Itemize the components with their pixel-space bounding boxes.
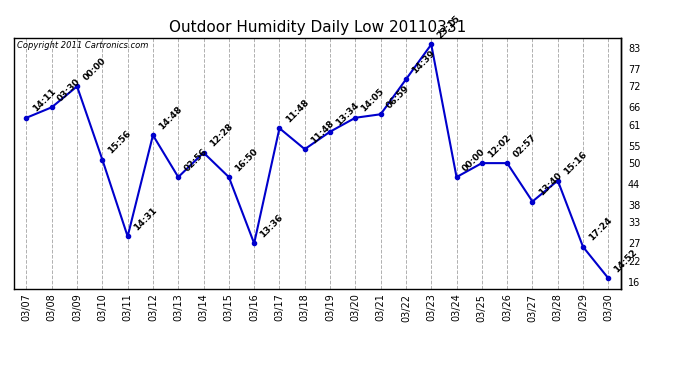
Text: 15:56: 15:56 — [106, 129, 133, 156]
Text: 14:39: 14:39 — [410, 48, 437, 75]
Text: 03:30: 03:30 — [56, 77, 82, 103]
Text: 14:48: 14:48 — [157, 104, 184, 131]
Text: 23:15: 23:15 — [435, 14, 462, 40]
Text: 14:31: 14:31 — [132, 206, 159, 232]
Text: Copyright 2011 Cartronics.com: Copyright 2011 Cartronics.com — [17, 41, 148, 50]
Text: 13:36: 13:36 — [258, 213, 285, 239]
Text: 17:24: 17:24 — [587, 216, 614, 243]
Text: 12:02: 12:02 — [486, 132, 513, 159]
Text: 00:00: 00:00 — [81, 56, 108, 82]
Text: 16:50: 16:50 — [233, 146, 259, 173]
Text: 00:00: 00:00 — [461, 147, 487, 173]
Text: 13:40: 13:40 — [537, 171, 563, 197]
Text: 11:48: 11:48 — [309, 118, 335, 145]
Text: 06:59: 06:59 — [385, 84, 411, 110]
Text: 15:16: 15:16 — [562, 150, 589, 176]
Text: 14:11: 14:11 — [30, 87, 57, 114]
Text: 12:28: 12:28 — [208, 122, 235, 148]
Text: 02:56: 02:56 — [182, 146, 209, 173]
Text: 02:57: 02:57 — [511, 132, 538, 159]
Text: 14:52: 14:52 — [613, 248, 639, 274]
Title: Outdoor Humidity Daily Low 20110331: Outdoor Humidity Daily Low 20110331 — [169, 20, 466, 35]
Text: 11:48: 11:48 — [284, 98, 310, 124]
Text: 13:34: 13:34 — [334, 101, 361, 128]
Text: 14:05: 14:05 — [359, 87, 386, 114]
